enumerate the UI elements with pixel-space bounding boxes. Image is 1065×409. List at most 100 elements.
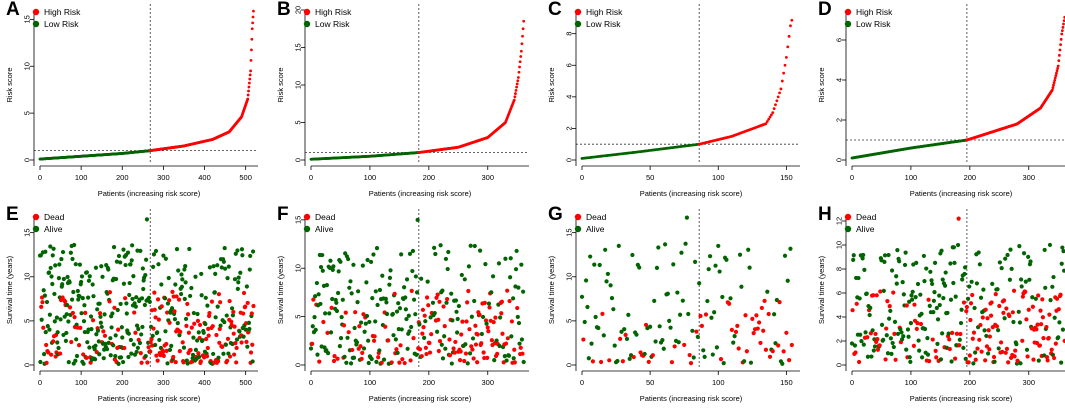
alive-point: [115, 307, 120, 313]
alive-point: [236, 280, 241, 285]
alive-point: [203, 295, 208, 300]
alive-point: [990, 281, 995, 286]
dead-point: [192, 321, 197, 326]
alive-point: [462, 277, 467, 282]
y-tick-label: 5: [23, 319, 32, 323]
alive-point: [89, 327, 94, 332]
dead-point: [234, 360, 239, 365]
alive-point: [588, 254, 593, 259]
dead-point: [968, 317, 973, 323]
high-risk-point: [790, 18, 794, 22]
y-axis-label: Survival time (years): [547, 255, 556, 324]
alive-point: [423, 319, 428, 324]
dead-point: [167, 298, 172, 303]
alive-point: [945, 310, 950, 316]
dead-point: [505, 288, 510, 293]
alive-point: [497, 343, 502, 349]
y-tick-label: 6: [835, 38, 844, 42]
alive-point: [952, 260, 957, 265]
dead-point: [122, 345, 127, 351]
high-risk-point: [247, 81, 251, 85]
dead-point: [973, 357, 978, 362]
alive-point: [139, 332, 144, 337]
dead-point: [694, 329, 699, 334]
dead-point: [452, 350, 457, 355]
chart-b: 0 100 200 300 0 5 10 15 20 Patients (increasing r…: [276, 4, 529, 198]
alive-point: [330, 296, 335, 302]
alive-point: [147, 299, 152, 304]
high-risk-point: [251, 15, 255, 19]
alive-point: [895, 248, 900, 253]
dead-point: [669, 360, 675, 365]
alive-point: [196, 330, 201, 335]
y-tick-label: 15: [23, 15, 32, 23]
alive-point: [720, 294, 725, 300]
high-risk-point: [521, 34, 524, 38]
y-tick-label: 5: [294, 315, 303, 319]
dead-point: [372, 334, 377, 339]
alive-point: [922, 279, 927, 284]
alive-point: [746, 247, 751, 252]
dead-point: [317, 359, 322, 364]
alive-point: [717, 269, 722, 274]
alive-point: [124, 301, 129, 306]
alive-point: [930, 281, 935, 287]
dead-point: [607, 358, 612, 363]
alive-point: [982, 328, 987, 333]
high-risk-point: [1057, 59, 1061, 63]
alive-point: [109, 325, 114, 330]
x-tick-label: 300: [1022, 378, 1035, 387]
alive-point: [454, 309, 459, 314]
dead-point: [481, 350, 486, 355]
high-risk-point: [769, 113, 773, 117]
dead-point: [989, 300, 994, 305]
alive-point: [444, 300, 449, 305]
high-risk-point: [515, 82, 519, 86]
high-risk-point: [248, 73, 252, 77]
alive-point: [909, 297, 915, 302]
alive-point: [992, 359, 997, 364]
alive-point: [235, 248, 240, 253]
alive-point: [1033, 296, 1038, 301]
alive-point: [44, 299, 50, 305]
dead-point: [650, 353, 655, 358]
high-risk-point: [1059, 37, 1063, 41]
alive-point: [865, 354, 871, 359]
dead-point: [763, 347, 769, 352]
alive-point: [938, 357, 944, 362]
alive-point: [405, 346, 410, 351]
alive-point: [1047, 242, 1053, 248]
alive-point: [334, 308, 340, 314]
alive-point: [486, 301, 492, 306]
x-tick-label: 100: [75, 173, 88, 182]
dead-point: [735, 323, 740, 328]
dead-point: [1004, 306, 1009, 311]
high-risk-point: [779, 87, 783, 91]
dead-point: [485, 325, 490, 330]
dead-point: [930, 337, 935, 342]
alive-point: [187, 246, 192, 252]
alive-point: [862, 267, 867, 272]
alive-point: [52, 291, 57, 297]
dead-point: [1038, 308, 1043, 313]
alive-point: [739, 284, 744, 289]
alive-point: [383, 296, 388, 301]
alive-point: [47, 327, 52, 332]
alive-point: [908, 359, 913, 364]
alive-point: [351, 262, 356, 267]
alive-point: [861, 342, 866, 347]
dead-point: [225, 336, 231, 341]
alive-point: [43, 330, 48, 335]
dead-point: [787, 358, 792, 363]
alive-point: [399, 327, 404, 332]
alive-point: [157, 337, 162, 343]
dead-point: [987, 347, 992, 352]
alive-point: [74, 353, 80, 359]
dead-point: [509, 319, 515, 324]
alive-point: [387, 282, 392, 287]
alive-point: [308, 346, 314, 351]
dead-point: [499, 299, 504, 304]
alive-point: [79, 311, 84, 316]
alive-point: [440, 288, 445, 293]
high-risk-point: [521, 27, 525, 31]
